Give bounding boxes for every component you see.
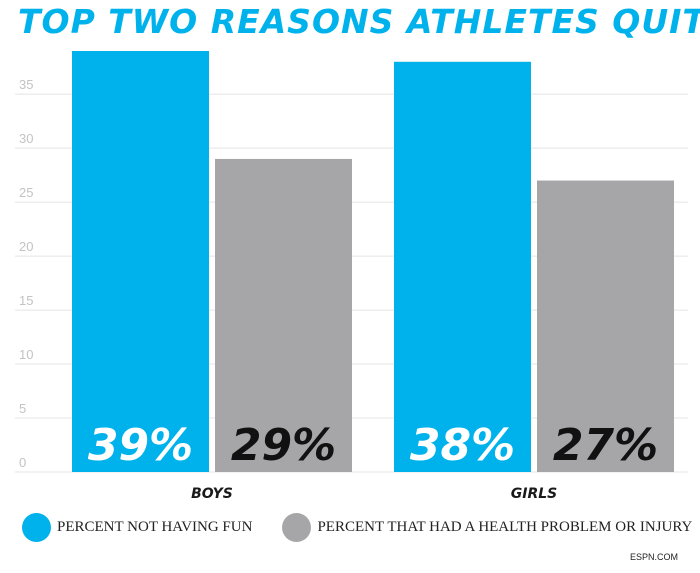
legend-swatch-health-problem: [282, 512, 312, 542]
bar-value-label-girls-series-1: 38%: [410, 420, 515, 471]
legend-label-health-problem: PERCENT THAT HAD A HEALTH PROBLEM OR INJ…: [317, 518, 693, 535]
bar-boys-series-2: [215, 158, 352, 472]
y-tick-label-0: 0: [19, 455, 26, 470]
y-tick-label-30: 30: [19, 131, 33, 146]
bar-value-label-boys-series-1: 39%: [88, 420, 193, 471]
chart-title: TOP TWO REASONS ATHLETES QUIT: [18, 2, 700, 41]
y-tick-label-25: 25: [19, 185, 33, 200]
bar-value-label-girls-series-2: 27%: [553, 420, 658, 471]
legend-swatch-not-having-fun: [22, 512, 51, 542]
bar-girls-series-1: [394, 61, 531, 473]
y-tick-label-35: 35: [19, 77, 33, 92]
legend-label-not-having-fun: PERCENT NOT HAVING FUN: [57, 518, 253, 535]
legend-item-health-problem: PERCENT THAT HAD A HEALTH PROBLEM OR INJ…: [282, 512, 693, 542]
y-tick-label-20: 20: [19, 239, 33, 254]
y-tick-label-5: 5: [19, 401, 26, 416]
category-label-girls: GIRLS: [511, 486, 557, 502]
y-tick-label-10: 10: [19, 347, 33, 362]
bar-chart: 0 5 10 15 20 25 30 35 39% 29% BOYS 38% 27% GIRLS: [15, 51, 688, 502]
bar-value-label-boys-series-2: 29%: [231, 420, 336, 471]
bar-boys-series-1: [72, 51, 209, 472]
legend: PERCENT NOT HAVING FUN PERCENT THAT HAD …: [22, 512, 700, 542]
legend-item-not-having-fun: PERCENT NOT HAVING FUN: [22, 512, 253, 542]
bar-girls-series-2: [537, 180, 674, 473]
category-label-boys: BOYS: [191, 486, 233, 502]
y-tick-label-15: 15: [19, 293, 33, 308]
source-credit: ESPN.COM: [629, 552, 678, 562]
